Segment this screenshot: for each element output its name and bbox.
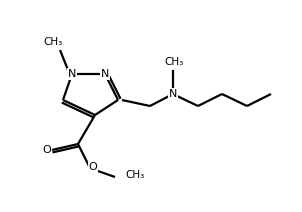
- Text: O: O: [43, 145, 51, 155]
- Text: N: N: [68, 69, 76, 79]
- Text: CH₃: CH₃: [164, 57, 184, 67]
- Text: N: N: [101, 69, 109, 79]
- Text: O: O: [88, 162, 97, 172]
- Text: CH₃: CH₃: [125, 170, 144, 180]
- Text: N: N: [169, 89, 177, 99]
- Text: CH₃: CH₃: [43, 37, 63, 47]
